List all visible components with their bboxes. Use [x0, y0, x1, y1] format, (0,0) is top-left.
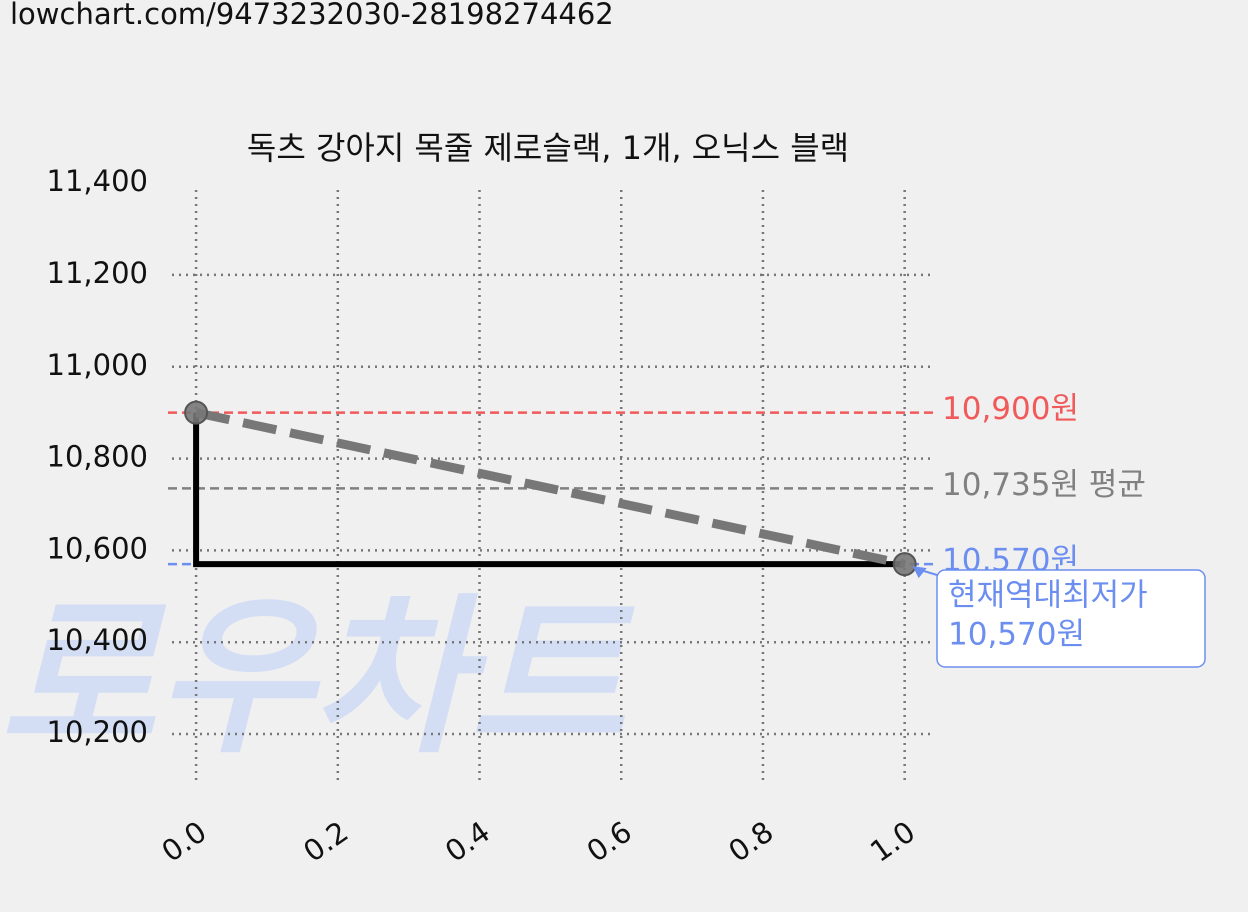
point-marker — [892, 552, 917, 577]
x-tick-label: 1.0 — [864, 814, 921, 868]
y-tick-label: 10,600 — [47, 531, 148, 565]
y-tick-label: 10,200 — [47, 715, 148, 749]
point-marker — [184, 400, 209, 425]
y-tick-label: 11,200 — [47, 256, 148, 290]
chart-title: 독츠 강아지 목줄 제로슬랙, 1개, 오닉스 블랙 — [247, 129, 849, 167]
x-tick-label: 0.2 — [297, 814, 354, 868]
x-tick-label: 0.4 — [439, 814, 496, 868]
y-tick-label: 11,000 — [47, 348, 148, 382]
annotation-text: 현재역대최저가 — [948, 578, 1148, 614]
y-tick-label: 11,400 — [47, 164, 148, 198]
x-tick-label: 0.0 — [155, 814, 212, 868]
x-tick-label: 0.8 — [722, 814, 779, 868]
annotation-text: 10,570원 — [948, 617, 1085, 653]
x-tick-label: 0.6 — [581, 814, 638, 868]
annotation-box — [936, 569, 1206, 668]
url: lowchart.com/9473232030-28198274462 — [10, 0, 614, 31]
annotation-arrowhead — [912, 566, 927, 579]
reference-label: 10,900원 — [942, 391, 1079, 427]
series-line — [195, 408, 906, 569]
y-tick-label: 10,400 — [47, 623, 148, 657]
series-line — [193, 412, 905, 568]
watermark: 로우차트 — [0, 579, 635, 777]
y-tick-label: 10,800 — [47, 440, 148, 474]
reference-label: 10,735원 평균 — [942, 467, 1146, 503]
